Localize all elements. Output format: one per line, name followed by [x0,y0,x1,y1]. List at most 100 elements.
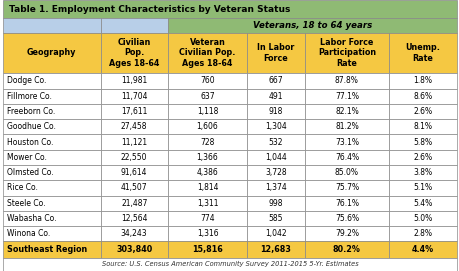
Text: 73.1%: 73.1% [334,138,358,147]
Text: 5.8%: 5.8% [413,138,431,147]
Bar [168,241,247,258]
Text: 76.1%: 76.1% [334,199,358,208]
Text: 2.6%: 2.6% [413,153,431,162]
Text: Wabasha Co.: Wabasha Co. [7,214,56,223]
Text: 1,606: 1,606 [196,122,218,131]
Bar [388,134,456,150]
Text: 77.1%: 77.1% [334,92,358,101]
Bar [168,211,247,226]
Text: 41,507: 41,507 [121,183,147,192]
Text: 1,118: 1,118 [196,107,218,116]
Text: 1,044: 1,044 [265,153,286,162]
Text: 11,121: 11,121 [121,138,147,147]
Text: Source: U.S. Census American Community Survey 2011-2015 5-Yr. Estimates: Source: U.S. Census American Community S… [101,261,358,267]
Text: 998: 998 [268,199,283,208]
Bar [3,89,101,104]
Text: Rice Co.: Rice Co. [7,183,38,192]
Text: 532: 532 [268,138,283,147]
Text: 8.6%: 8.6% [413,92,431,101]
Text: 760: 760 [200,76,214,85]
Bar [168,73,247,89]
Bar [101,134,168,150]
Text: 12,564: 12,564 [121,214,147,223]
Text: Geography: Geography [27,49,76,57]
Text: 774: 774 [200,214,214,223]
Text: 2.8%: 2.8% [413,229,431,238]
Bar [304,241,388,258]
Bar [101,165,168,180]
Text: 1,304: 1,304 [265,122,286,131]
Bar [304,73,388,89]
Text: Houston Co.: Houston Co. [7,138,53,147]
Text: 15,816: 15,816 [192,245,223,254]
Text: Unemp.
Rate: Unemp. Rate [405,43,439,63]
Bar [304,89,388,104]
Bar [168,150,247,165]
Text: Freeborn Co.: Freeborn Co. [7,107,55,116]
Text: Labor Force
Participation
Rate: Labor Force Participation Rate [317,38,375,68]
Bar [388,33,456,73]
Bar [388,211,456,226]
Bar [388,73,456,89]
Text: 3.8%: 3.8% [413,168,431,177]
Text: 637: 637 [200,92,214,101]
Bar [168,196,247,211]
Bar [247,150,304,165]
Text: 11,981: 11,981 [121,76,147,85]
Text: 5.4%: 5.4% [413,199,431,208]
Bar [3,0,456,18]
Bar [3,104,101,119]
Text: 85.0%: 85.0% [334,168,358,177]
Text: 1,366: 1,366 [196,153,218,162]
Text: 21,487: 21,487 [121,199,147,208]
Bar [101,180,168,196]
Text: Fillmore Co.: Fillmore Co. [7,92,52,101]
Bar [388,180,456,196]
Bar [168,33,247,73]
Bar [101,226,168,241]
Text: 4.4%: 4.4% [411,245,433,254]
Bar [247,165,304,180]
Bar [388,119,456,134]
Text: Southeast Region: Southeast Region [7,245,87,254]
Text: 1.8%: 1.8% [413,76,431,85]
Bar [388,104,456,119]
Bar [304,196,388,211]
Bar [3,196,101,211]
Bar [3,18,101,33]
Text: 1,814: 1,814 [196,183,218,192]
Text: Veteran
Civilian Pop.
Ages 18-64: Veteran Civilian Pop. Ages 18-64 [179,38,235,68]
Bar [3,258,456,271]
Bar [3,241,101,258]
Text: 3,728: 3,728 [265,168,286,177]
Text: 76.4%: 76.4% [334,153,358,162]
Text: 17,611: 17,611 [121,107,147,116]
Bar [247,89,304,104]
Text: 667: 667 [268,76,283,85]
Text: 75.6%: 75.6% [334,214,358,223]
Text: 728: 728 [200,138,214,147]
Bar [304,211,388,226]
Text: 34,243: 34,243 [121,229,147,238]
Text: Goodhue Co.: Goodhue Co. [7,122,56,131]
Text: 75.7%: 75.7% [334,183,358,192]
Bar [3,226,101,241]
Bar [3,134,101,150]
Bar [247,134,304,150]
Bar [304,165,388,180]
Bar [101,211,168,226]
Bar [101,89,168,104]
Bar [168,165,247,180]
Text: Dodge Co.: Dodge Co. [7,76,46,85]
Text: 27,458: 27,458 [121,122,147,131]
Bar [304,104,388,119]
Text: Winona Co.: Winona Co. [7,229,50,238]
Bar [247,226,304,241]
Bar [247,241,304,258]
Bar [304,180,388,196]
Text: 22,550: 22,550 [121,153,147,162]
Text: Steele Co.: Steele Co. [7,199,45,208]
Bar [3,119,101,134]
Text: Olmsted Co.: Olmsted Co. [7,168,54,177]
Bar [304,119,388,134]
